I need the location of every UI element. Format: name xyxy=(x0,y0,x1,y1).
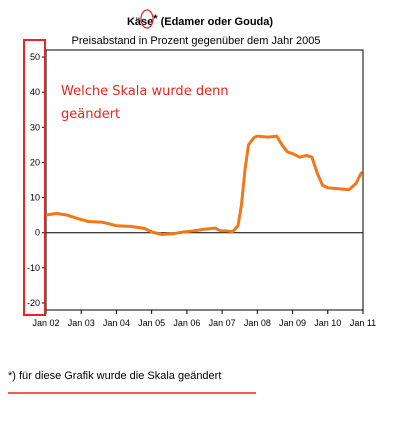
y-tick-label: 50 xyxy=(30,52,40,62)
y-axis-highlight-box xyxy=(23,39,46,316)
footnote: *) für diese Grafik wurde die Skala geän… xyxy=(8,370,222,382)
y-tick-label: -20 xyxy=(27,298,40,308)
x-tick-label: Jan 08 xyxy=(244,318,271,328)
y-tick-label: -10 xyxy=(27,263,40,273)
y-tick-label: 20 xyxy=(30,157,40,167)
x-tick-label: Jan 10 xyxy=(314,318,341,328)
x-tick-label: Jan 05 xyxy=(138,318,165,328)
chart-title-marker: * xyxy=(153,13,158,25)
y-tick-label: 10 xyxy=(30,193,40,203)
y-tick-label: 0 xyxy=(35,228,40,238)
x-tick-label: Jan 07 xyxy=(209,318,236,328)
annotation-line-1: Welche Skala wurde denn xyxy=(61,84,229,99)
x-tick-label: Jan 04 xyxy=(103,318,130,328)
y-tick-label: 30 xyxy=(30,122,40,132)
chart-subtitle: Preisabstand in Prozent gegenüber dem Ja… xyxy=(72,35,321,47)
x-tick-label: Jan 02 xyxy=(32,318,59,328)
annotation-line-2: geändert xyxy=(61,107,120,122)
chart-title: Käse* (Edamer oder Gouda) xyxy=(127,13,273,28)
y-axis: -20 -10 0 10 20 30 40 50 xyxy=(27,52,46,308)
series-line xyxy=(44,134,363,236)
x-tick-label: Jan 06 xyxy=(173,318,200,328)
y-tick-label: 40 xyxy=(30,87,40,97)
x-tick-label: Jan 03 xyxy=(68,318,95,328)
x-axis: Jan 02 Jan 03 Jan 04 Jan 05 Jan 06 Jan 07 Jan … xyxy=(32,310,376,328)
x-tick-label: Jan 09 xyxy=(279,318,306,328)
asterisk-circle xyxy=(140,9,154,29)
chart-title-rest: (Edamer oder Gouda) xyxy=(158,16,274,28)
x-tick-label: Jan 11 xyxy=(350,318,376,328)
chart-title-word: Käse xyxy=(127,16,153,28)
